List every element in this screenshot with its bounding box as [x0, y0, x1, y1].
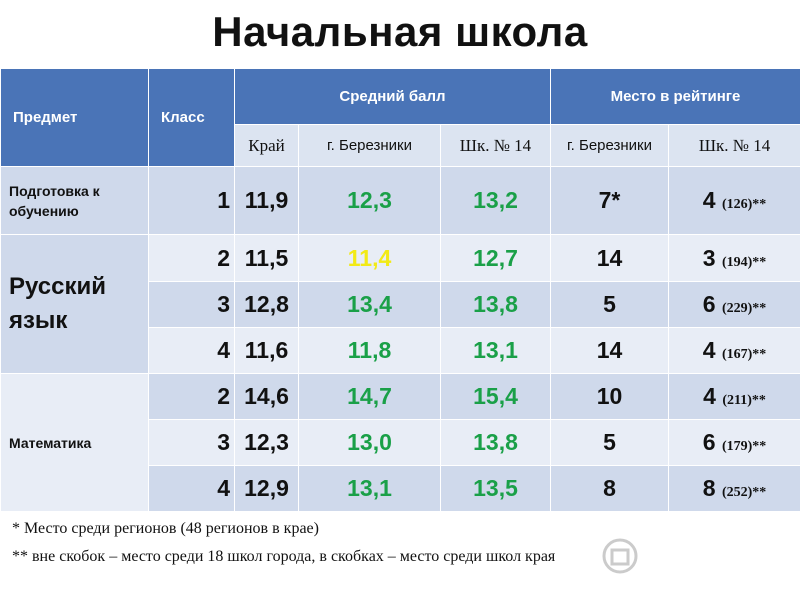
cell-class: 4	[148, 327, 235, 374]
cell-school: 13,5	[440, 465, 551, 512]
cell-city: 11,8	[298, 327, 441, 374]
footnote-2: ** вне скобок – место среди 18 школ горо…	[12, 548, 556, 565]
subheader-rank-school: Шк. № 14	[667, 124, 800, 167]
header-subject: Предмет	[0, 68, 149, 167]
cell-rank-school: 3 (194)**	[667, 234, 800, 282]
cell-school: 13,2	[440, 166, 551, 235]
cell-city: 13,1	[298, 465, 441, 512]
cell-kray: 11,5	[234, 234, 299, 282]
table-row: Математика 2 14,6 14,7 15,4 10 4 (211)**	[0, 373, 800, 512]
cell-rank-school: 4 (211)**	[667, 373, 800, 420]
cell-rank-city: 8	[550, 465, 669, 512]
cell-class: 2	[148, 373, 235, 420]
table-row: 4 12,9 13,1 13,5 8 8 (252)**	[1, 465, 800, 512]
header-class: Класс	[148, 68, 235, 167]
cell-school: 15,4	[440, 373, 551, 420]
cell-school: 13,1	[440, 327, 551, 374]
cell-city: 12,3	[298, 166, 441, 235]
cell-class: 4	[148, 465, 235, 512]
subject-prep: Подготовка к обучению	[0, 166, 149, 235]
cell-class: 3	[148, 419, 235, 466]
cell-rank-city: 10	[550, 373, 669, 420]
subject-russian: Русский язык	[0, 234, 149, 374]
cell-rank-city: 14	[550, 234, 669, 282]
cell-school: 13,8	[440, 281, 551, 328]
footnote-1: * Место среди регионов (48 регионов в кр…	[12, 520, 319, 537]
cell-rank-school: 6 (229)**	[667, 281, 800, 328]
cell-class: 3	[148, 281, 235, 328]
cell-school: 13,8	[440, 419, 551, 466]
cell-rank-city: 5	[550, 281, 669, 328]
table-row: Подготовка к обучению 1 11,9 12,3 13,2 7…	[0, 166, 800, 235]
cell-class: 1	[148, 166, 235, 235]
table-row: Русский язык 2 11,5 11,4 12,7 14 3 (194)…	[0, 234, 800, 374]
cell-rank-school: 4 (126)**	[667, 166, 800, 235]
cell-rank-city: 14	[550, 327, 669, 374]
cell-kray: 11,9	[234, 166, 299, 235]
cell-rank-school: 6 (179)**	[667, 419, 800, 466]
cell-city: 14,7	[298, 373, 441, 420]
cell-kray: 11,6	[234, 327, 299, 374]
cell-kray: 14,6	[234, 373, 299, 420]
cell-kray: 12,9	[234, 465, 299, 512]
subheader-school: Шк. № 14	[440, 124, 551, 167]
cell-class: 2	[148, 234, 235, 282]
page-title: Начальная школа	[212, 8, 588, 55]
cell-rank-city: 7*	[550, 166, 669, 235]
cell-rank-school: 4 (167)**	[667, 327, 800, 374]
cell-rank-school: 8 (252)**	[667, 465, 800, 512]
cell-kray: 12,8	[234, 281, 299, 328]
subheader-city: г. Березники	[298, 124, 441, 167]
cell-city: 13,0	[298, 419, 441, 466]
cell-kray: 12,3	[234, 419, 299, 466]
table-row: 3 12,3 13,0 13,8 5 6 (179)**	[1, 419, 800, 466]
cell-city: 11,4	[298, 234, 441, 282]
table-row: 4 11,6 11,8 13,1 14 4 (167)**	[1, 327, 800, 374]
subject-math: Математика	[0, 373, 149, 512]
subheader-rank-city: г. Березники	[550, 124, 669, 167]
header-rating: Место в рейтинге	[549, 68, 800, 125]
subheader-kray: Край	[234, 124, 299, 167]
cell-rank-city: 5	[550, 419, 669, 466]
table-row: 3 12,8 13,4 13,8 5 6 (229)**	[1, 281, 800, 328]
watermark-icon	[600, 536, 780, 576]
header-avg-score: Средний балл	[234, 68, 551, 125]
results-table: Предмет Класс Средний балл Место в рейти…	[0, 68, 800, 512]
cell-city: 13,4	[298, 281, 441, 328]
cell-school: 12,7	[440, 234, 551, 282]
